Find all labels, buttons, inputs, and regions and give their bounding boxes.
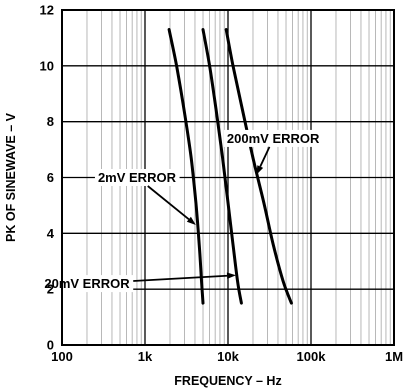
annotation-arrow-head: [226, 272, 237, 279]
annotation-label-background: [94, 169, 180, 186]
series-group: [167, 28, 293, 305]
x-tick-label: 100: [51, 349, 73, 364]
annotation-arrow-line: [133, 274, 228, 282]
plot-frame: [61, 9, 395, 346]
x-axis-label: FREQUENCY – Hz: [174, 374, 281, 388]
series-line: [201, 28, 243, 305]
x-tick-labels: 100 1k 10k 100k 1M: [51, 349, 403, 364]
annotation-label-background: [223, 129, 324, 147]
annotation-arrow-head: [256, 165, 264, 175]
series-line: [224, 28, 293, 305]
y-tick-label: 10: [40, 58, 54, 73]
annotation-label: 2mV ERROR: [98, 170, 177, 185]
annotation-arrow-line: [147, 185, 190, 220]
y-tick-label: 0: [47, 338, 54, 353]
annotation-label-background: [41, 275, 134, 293]
annotation-arrow-head: [186, 216, 196, 225]
y-tick-label: 2: [47, 282, 54, 297]
x-tick-label: 100k: [297, 349, 327, 364]
annotation: 200mV ERROR: [223, 129, 324, 175]
x-tick-label: 1k: [138, 349, 153, 364]
annotation-arrow-line: [259, 146, 271, 167]
annotation: 20mV ERROR: [41, 272, 237, 293]
annotation-label: 200mV ERROR: [227, 131, 320, 146]
annotation-label: 20mV ERROR: [44, 276, 130, 291]
y-tick-label: 12: [40, 3, 54, 18]
x-tick-label: 10k: [217, 349, 239, 364]
y-tick-labels: 0 2 4 6 8 10 12: [40, 3, 55, 353]
y-tick-label: 4: [47, 226, 55, 241]
y-axis-label: PK OF SINEWAVE – V: [4, 112, 18, 242]
y-tick-label: 8: [47, 114, 54, 129]
annotation-group: 2mV ERROR 20mV ERROR 200mV ERROR: [41, 129, 324, 293]
x-tick-label: 1M: [385, 349, 403, 364]
y-tick-label: 6: [47, 170, 54, 185]
annotation: 2mV ERROR: [94, 169, 196, 225]
series-line: [167, 28, 205, 305]
